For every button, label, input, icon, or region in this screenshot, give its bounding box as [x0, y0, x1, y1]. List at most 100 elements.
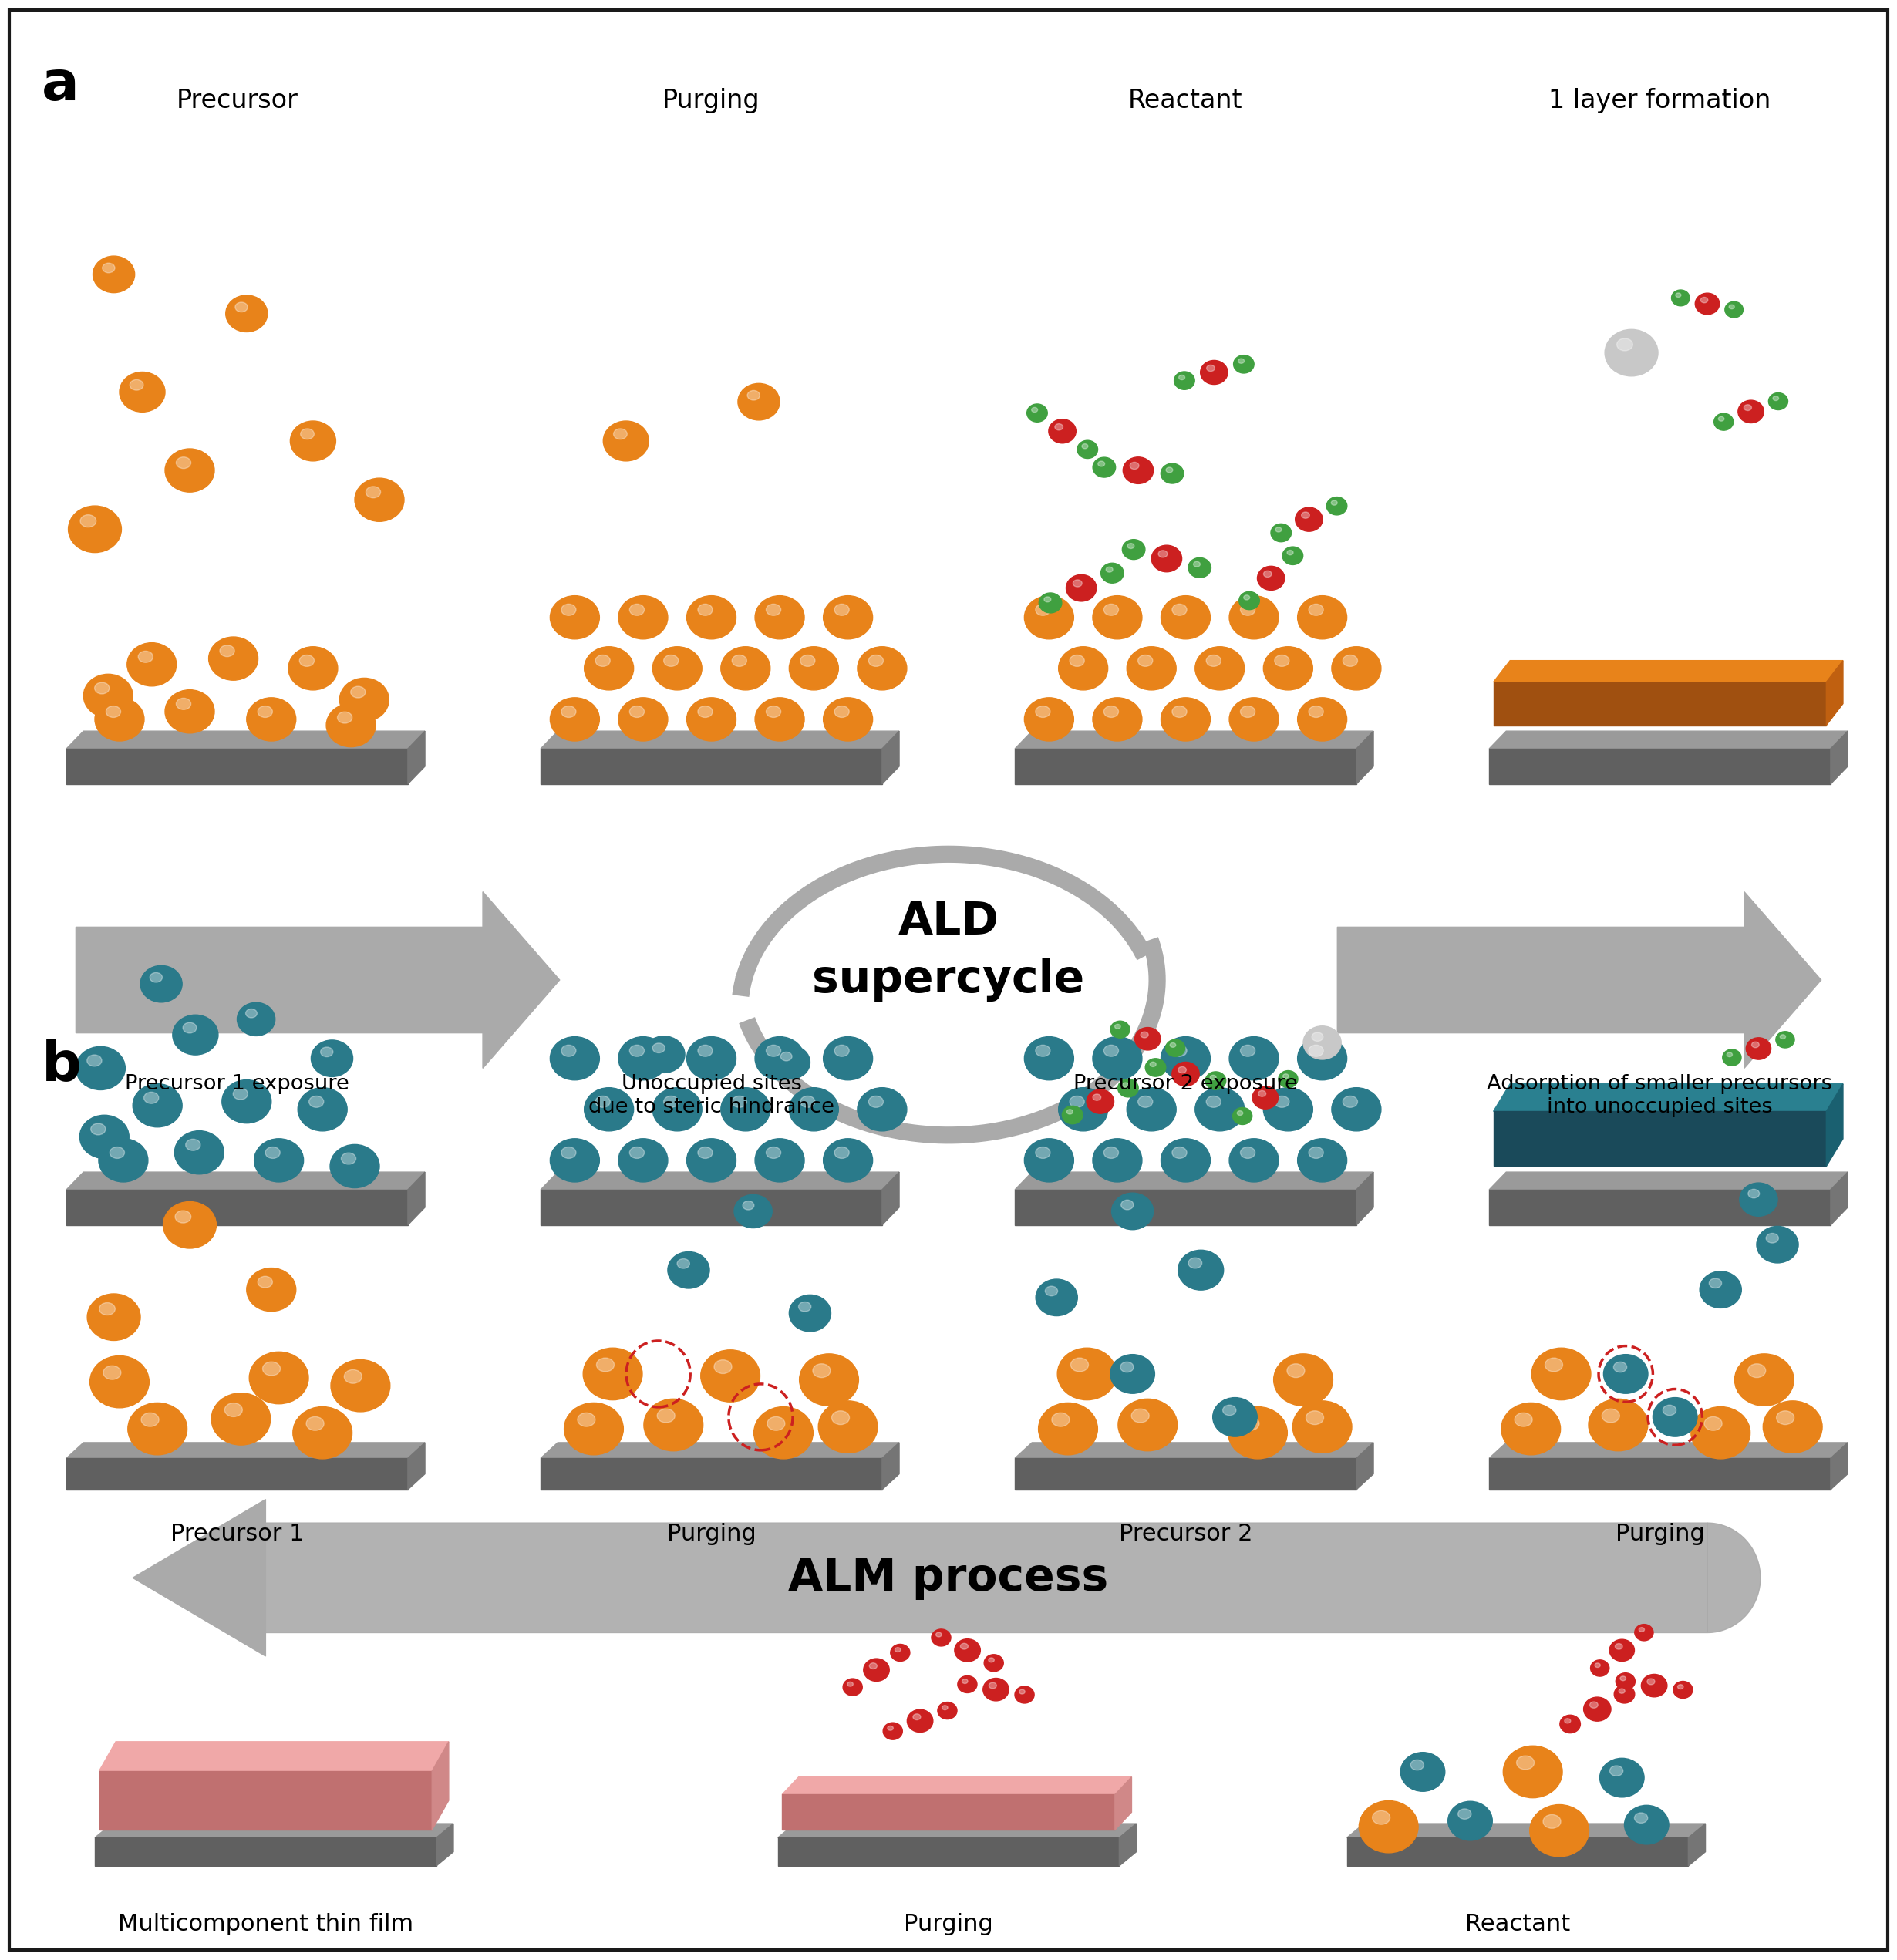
Ellipse shape [165, 449, 214, 492]
Text: Adsorption of smaller precursors
into unoccupied sites: Adsorption of smaller precursors into un… [1487, 1074, 1833, 1117]
Ellipse shape [1652, 1397, 1698, 1437]
Text: Reactant: Reactant [1464, 1913, 1571, 1935]
Ellipse shape [99, 1303, 116, 1315]
Ellipse shape [1635, 1625, 1654, 1641]
Ellipse shape [1015, 1686, 1034, 1703]
Ellipse shape [1146, 1058, 1167, 1076]
Ellipse shape [1112, 1194, 1153, 1229]
Ellipse shape [848, 1682, 854, 1686]
Ellipse shape [1019, 1690, 1024, 1693]
Ellipse shape [1115, 1025, 1121, 1029]
Ellipse shape [842, 1678, 863, 1695]
Ellipse shape [1700, 298, 1707, 304]
Ellipse shape [1024, 596, 1074, 639]
Ellipse shape [577, 1413, 596, 1427]
Ellipse shape [1411, 1760, 1425, 1770]
Text: Precursor 2 exposure: Precursor 2 exposure [1074, 1074, 1298, 1094]
Ellipse shape [133, 1084, 182, 1127]
Ellipse shape [1447, 1801, 1493, 1840]
Ellipse shape [1195, 647, 1244, 690]
Ellipse shape [1241, 1045, 1256, 1056]
Ellipse shape [1565, 1719, 1571, 1723]
Polygon shape [1831, 1443, 1848, 1490]
Ellipse shape [1309, 706, 1324, 717]
Ellipse shape [1026, 404, 1047, 421]
Polygon shape [1015, 749, 1356, 784]
Ellipse shape [700, 1350, 761, 1401]
Ellipse shape [1664, 1405, 1677, 1415]
Ellipse shape [835, 1147, 850, 1158]
Ellipse shape [831, 1411, 850, 1425]
Ellipse shape [668, 1252, 709, 1288]
Ellipse shape [144, 1092, 159, 1103]
Ellipse shape [1117, 1399, 1178, 1450]
Ellipse shape [1104, 1147, 1119, 1158]
Ellipse shape [582, 1348, 643, 1399]
Ellipse shape [755, 596, 804, 639]
Ellipse shape [1616, 339, 1633, 351]
Ellipse shape [563, 1403, 624, 1454]
Ellipse shape [127, 643, 176, 686]
Ellipse shape [1188, 559, 1210, 578]
Polygon shape [408, 731, 425, 784]
Ellipse shape [983, 1678, 1009, 1701]
Ellipse shape [988, 1658, 994, 1662]
Ellipse shape [1675, 292, 1681, 298]
Ellipse shape [1298, 1139, 1347, 1182]
Polygon shape [541, 1443, 899, 1458]
Ellipse shape [1170, 1043, 1176, 1047]
Ellipse shape [1745, 1037, 1772, 1060]
Ellipse shape [1502, 1746, 1563, 1797]
Ellipse shape [1098, 461, 1104, 466]
Ellipse shape [95, 698, 144, 741]
Ellipse shape [87, 1054, 102, 1066]
Text: ALD
supercycle: ALD supercycle [812, 900, 1085, 1002]
Polygon shape [1493, 1084, 1844, 1111]
Ellipse shape [1049, 419, 1076, 443]
Ellipse shape [823, 1037, 873, 1080]
Ellipse shape [249, 1352, 309, 1403]
Ellipse shape [1066, 1109, 1074, 1113]
Ellipse shape [1614, 1362, 1628, 1372]
Ellipse shape [366, 486, 381, 498]
Ellipse shape [1127, 1088, 1176, 1131]
Polygon shape [66, 1190, 408, 1225]
Ellipse shape [550, 698, 599, 741]
Polygon shape [1347, 1838, 1688, 1866]
Ellipse shape [931, 1629, 950, 1646]
Ellipse shape [209, 637, 258, 680]
Ellipse shape [1093, 698, 1142, 741]
Ellipse shape [1647, 1678, 1654, 1684]
Ellipse shape [653, 647, 702, 690]
Ellipse shape [80, 515, 97, 527]
Ellipse shape [1229, 596, 1279, 639]
Polygon shape [1347, 1823, 1705, 1838]
Ellipse shape [1595, 1664, 1601, 1668]
Polygon shape [541, 1172, 899, 1190]
Ellipse shape [1070, 1358, 1089, 1372]
Ellipse shape [823, 698, 873, 741]
Ellipse shape [1728, 304, 1734, 310]
Ellipse shape [1237, 1111, 1243, 1115]
Polygon shape [66, 1172, 425, 1190]
Text: ALM process: ALM process [789, 1556, 1108, 1599]
Ellipse shape [1104, 604, 1119, 615]
Ellipse shape [340, 678, 389, 721]
Ellipse shape [1201, 361, 1227, 384]
Ellipse shape [1057, 1348, 1117, 1399]
Ellipse shape [1584, 1697, 1611, 1721]
Ellipse shape [1121, 1362, 1134, 1372]
Ellipse shape [1241, 706, 1256, 717]
Ellipse shape [1161, 596, 1210, 639]
Polygon shape [882, 1172, 899, 1225]
Ellipse shape [687, 698, 736, 741]
Text: Reactant: Reactant [1129, 88, 1243, 114]
Ellipse shape [698, 1045, 713, 1056]
Polygon shape [778, 1823, 1136, 1838]
Text: Precursor 1 exposure: Precursor 1 exposure [125, 1074, 349, 1094]
Ellipse shape [857, 1088, 907, 1131]
Polygon shape [1489, 1190, 1831, 1225]
Ellipse shape [1104, 706, 1119, 717]
Ellipse shape [1131, 1409, 1150, 1423]
Ellipse shape [596, 1096, 611, 1107]
